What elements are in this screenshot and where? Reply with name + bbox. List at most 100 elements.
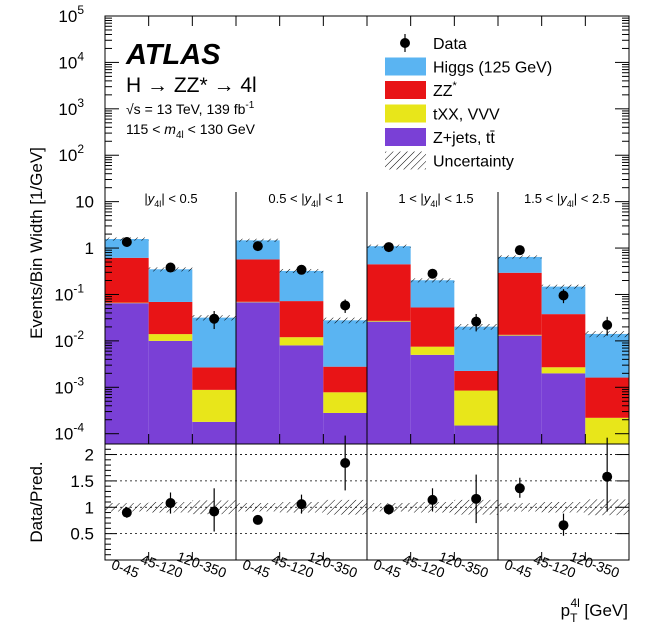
bar-1-7 <box>367 321 411 444</box>
bar-3-12 <box>585 377 629 418</box>
y-tick-label: 105 <box>58 3 84 26</box>
uncertainty-band <box>323 317 367 324</box>
data-point <box>471 316 482 327</box>
bar-2-6 <box>323 392 367 413</box>
ratio-uncertainty-band <box>541 502 586 513</box>
bar-4-8 <box>410 280 455 308</box>
legend-swatch <box>385 81 426 99</box>
y-tick-label: 10 <box>75 193 94 212</box>
legend-hatch-swatch <box>385 151 426 170</box>
data-point <box>514 245 525 256</box>
bar-4-10 <box>498 256 542 273</box>
legend: Data Higgs (125 GeV) ZZ* tXX, VVV Z+jets, tt… <box>385 34 552 171</box>
ratio-point <box>558 520 569 531</box>
bar-1-8 <box>410 354 455 444</box>
x-category-label: 120-350 <box>437 548 491 581</box>
ratio-point <box>602 471 613 482</box>
bar-3-4 <box>236 259 280 302</box>
bar-2-3 <box>192 389 236 422</box>
bar-1-4 <box>236 302 280 444</box>
bar-3-10 <box>498 272 542 335</box>
y-tick-label: 10-3 <box>54 374 84 397</box>
process-label: H → ZZ* → 4l <box>126 74 257 97</box>
region-dividers <box>235 192 499 444</box>
bar-2-11 <box>541 367 586 374</box>
bar-3-8 <box>410 307 455 347</box>
uncertainty-band <box>541 284 586 289</box>
main-y-ticks: 10-4 10-3 10-2 10-1 1 10 102 103 104 105 <box>54 3 629 444</box>
data-point <box>121 237 132 248</box>
main-plot: 10-4 10-3 10-2 10-1 1 10 102 103 104 105 |y4l| < … <box>54 3 630 445</box>
uncertainty-band <box>410 278 455 283</box>
bar-4-1 <box>105 239 149 258</box>
bar-3-6 <box>323 366 367 393</box>
bar-2-5 <box>279 337 324 346</box>
y-tick-label: 1 <box>85 239 94 258</box>
x-axis-label: pT4l [GeV] <box>561 596 628 625</box>
data-point <box>558 290 569 301</box>
x-category-label: 120-350 <box>306 548 360 581</box>
bar-4-6 <box>323 320 367 367</box>
y-tick-label: 102 <box>58 142 84 165</box>
data-point <box>340 300 351 311</box>
uncertainty-band <box>498 255 542 259</box>
region-label: |y4l| < 0.5 <box>144 191 197 209</box>
ratio-region-dividers <box>235 444 499 560</box>
bar-4-2 <box>148 269 193 302</box>
region-label: 1 < |y4l| < 1.5 <box>398 191 473 209</box>
region-label: 0.5 < |y4l| < 1 <box>268 191 343 209</box>
y-tick-label: 10-2 <box>54 328 84 351</box>
ratio-y-axis-label: Data/Pred. <box>27 461 46 542</box>
ratio-point <box>471 493 482 504</box>
bar-1-3 <box>192 421 236 444</box>
ratio-y-tick-label: 0.5 <box>70 525 94 544</box>
legend-label: tXX, VVV <box>433 107 500 124</box>
legend-label: Data <box>433 36 467 53</box>
legend-marker <box>400 38 410 48</box>
uncertainty-band <box>236 238 280 242</box>
y-tick-label: 10-1 <box>54 281 84 304</box>
data-point <box>296 264 307 275</box>
ratio-point <box>340 457 351 468</box>
legend-label: Z+jets, tt̄ <box>433 130 495 147</box>
bar-3-5 <box>279 301 324 338</box>
x-category-label: 120-350 <box>175 548 229 581</box>
bar-2-9 <box>454 390 498 426</box>
y-tick-label: 103 <box>58 96 84 119</box>
legend-swatch <box>385 104 426 123</box>
bar-3-2 <box>148 301 193 335</box>
ratio-point <box>165 498 176 509</box>
ratio-plot: 0.5 1 1.5 2 <box>70 435 630 561</box>
ratio-y-tick-label: 2 <box>85 446 94 465</box>
mass-window-label: 115 < m4l < 130 GeV <box>126 121 256 141</box>
bar-4-9 <box>454 326 498 371</box>
bar-3-3 <box>192 367 236 390</box>
bar-3-11 <box>541 314 586 368</box>
ratio-point <box>252 514 263 525</box>
annotations: ATLAS H → ZZ* → 4l √s = 13 TeV, 139 fb-1… <box>125 39 257 141</box>
energy-lumi-label: √s = 13 TeV, 139 fb-1 <box>126 100 255 117</box>
bar-1-9 <box>454 425 498 444</box>
ratio-point <box>296 499 307 510</box>
ratio-y-tick-label: 1.5 <box>70 472 94 491</box>
ratio-x-ticks <box>104 552 630 560</box>
ratio-point <box>514 483 525 494</box>
bar-1-11 <box>541 373 586 444</box>
bar-3-7 <box>367 264 411 321</box>
bar-4-7 <box>367 246 411 265</box>
bar-4-5 <box>279 270 324 302</box>
bar-2-8 <box>410 346 455 355</box>
bar-2-2 <box>148 334 193 341</box>
bar-3-1 <box>105 257 149 303</box>
legend-swatch <box>385 57 426 76</box>
ratio-y-ticks: 0.5 1 1.5 2 <box>70 446 629 556</box>
data-point <box>602 319 613 330</box>
legend-label: Uncertainty <box>433 154 514 171</box>
ratio-points <box>121 435 613 536</box>
legend-label: Higgs (125 GeV) <box>433 60 552 77</box>
data-point <box>252 241 263 252</box>
bar-1-1 <box>105 303 149 444</box>
region-label: 1.5 < |y4l| < 2.5 <box>524 191 610 209</box>
